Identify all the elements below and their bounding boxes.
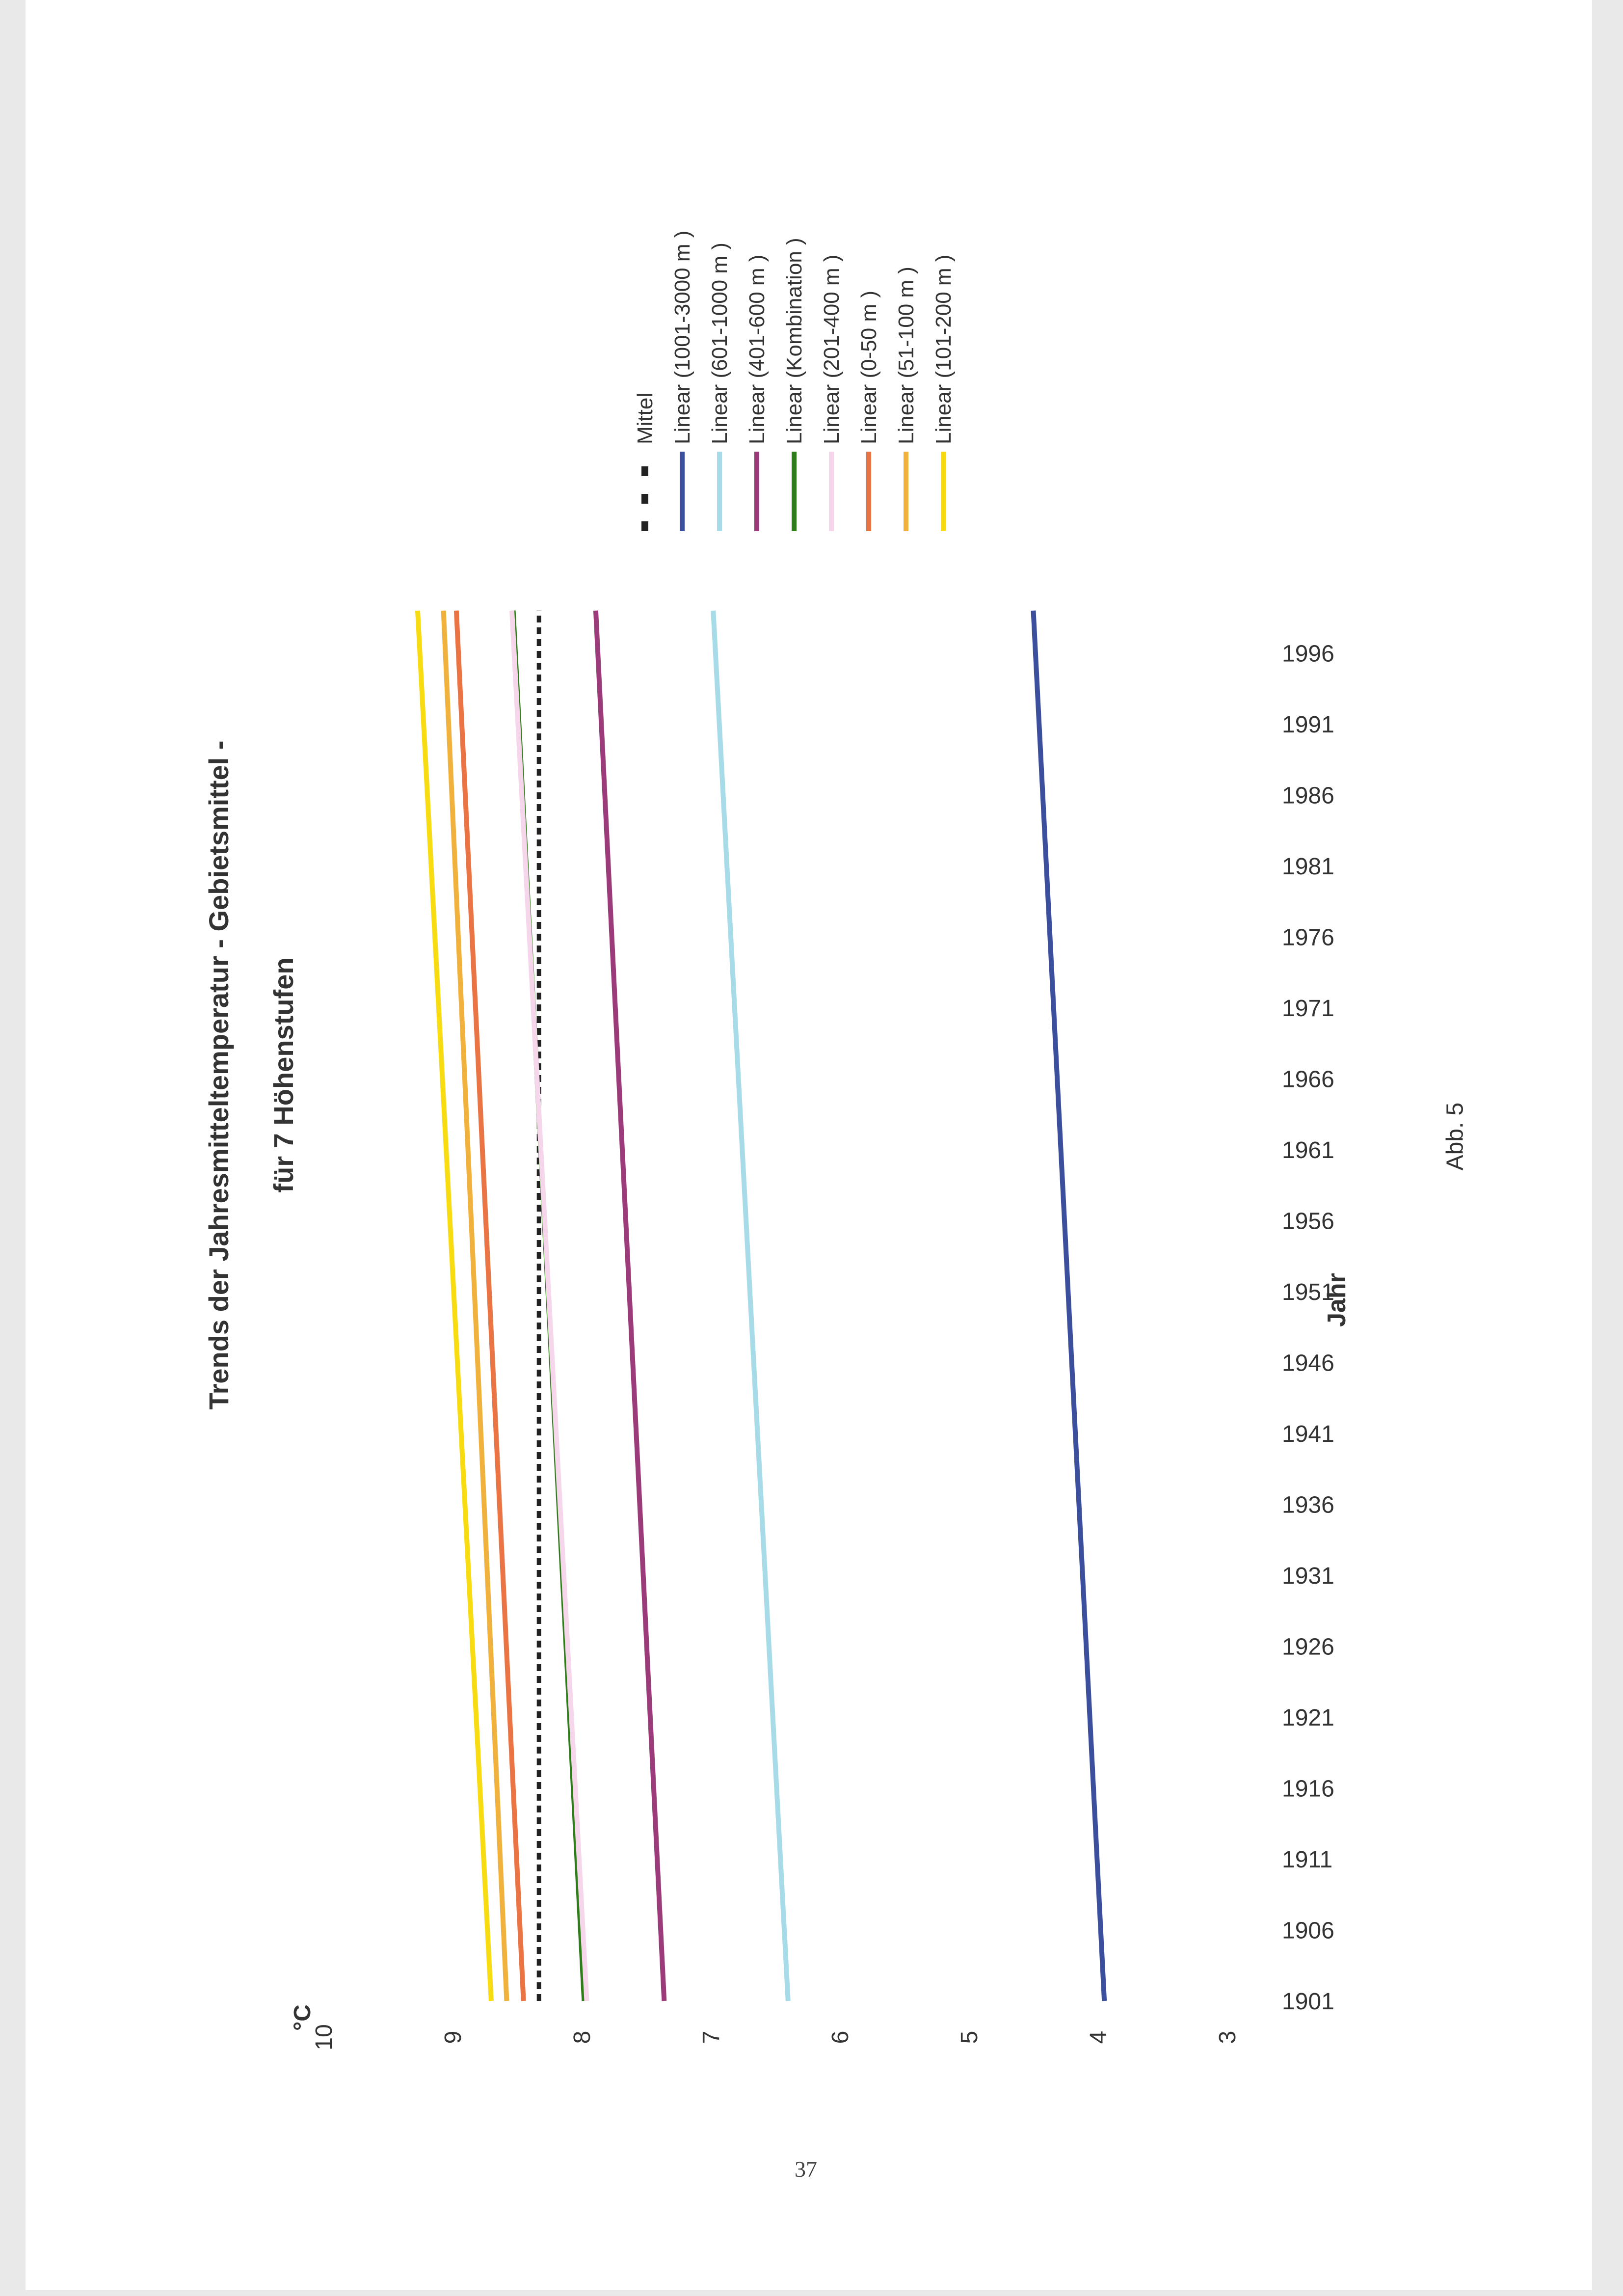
- x-tick-label: 1996: [1282, 641, 1334, 667]
- series-line: [593, 610, 667, 2001]
- y-tick-label: 10: [311, 2024, 337, 2050]
- x-tick-label: 1991: [1282, 712, 1334, 738]
- x-axis-label: Jahr: [1323, 1273, 1351, 1327]
- legend-label: Linear (1001-3000 m ): [670, 231, 694, 444]
- x-tick-label: 1981: [1282, 854, 1334, 880]
- y-tick-label: 5: [957, 2031, 983, 2044]
- x-tick-label: 1941: [1282, 1421, 1334, 1447]
- y-axis-label: °C: [290, 2004, 316, 2031]
- x-tick-label: 1961: [1282, 1137, 1334, 1163]
- x-tick-label: 1956: [1282, 1209, 1334, 1235]
- y-tick-label: 7: [698, 2031, 724, 2044]
- chart-title: Trends der Jahresmitteltemperatur - Gebi…: [203, 740, 234, 1409]
- legend: Mittel Linear (1001-3000 m ) Linear (601-1…: [633, 231, 956, 531]
- series-line: [441, 610, 509, 2001]
- x-tick-label: 1926: [1282, 1634, 1334, 1660]
- x-tick-label: 1986: [1282, 783, 1334, 809]
- x-tick-label: 1921: [1282, 1705, 1334, 1731]
- x-tick-label: 1916: [1282, 1776, 1334, 1802]
- x-tick-label: 1976: [1282, 925, 1334, 951]
- legend-label: Linear (401-600 m ): [745, 255, 769, 444]
- y-axis-ticks: 3 4 5 6 7 8 9 10: [311, 2024, 1241, 2050]
- legend-label: Linear (0-50 m ): [857, 291, 881, 444]
- y-tick-label: 3: [1215, 2031, 1241, 2044]
- document-page: Trends der Jahresmitteltemperatur - Gebi…: [26, 0, 1592, 2290]
- x-tick-label: 1971: [1282, 996, 1334, 1022]
- figure-label: Abb. 5: [1442, 1102, 1468, 1171]
- x-tick-label: 1911: [1282, 1847, 1332, 1873]
- chart-subtitle: für 7 Höhenstufen: [268, 957, 299, 1192]
- legend-label: Linear (51-100 m ): [894, 267, 918, 444]
- legend-label: Linear (601-1000 m ): [708, 243, 732, 444]
- series-lines: [415, 610, 1107, 2001]
- legend-label: Linear (Kombination ): [782, 238, 806, 444]
- series-line: [509, 610, 589, 2001]
- y-tick-label: 6: [827, 2031, 853, 2044]
- legend-label: Mittel: [633, 393, 657, 444]
- legend-label: Linear (201-400 m ): [820, 255, 844, 444]
- series-line: [711, 610, 791, 2001]
- x-tick-label: 1931: [1282, 1563, 1334, 1589]
- page-number: 37: [795, 2157, 817, 2182]
- x-tick-label: 1966: [1282, 1067, 1334, 1093]
- series-line: [1031, 610, 1107, 2001]
- x-tick-label: 1906: [1282, 1918, 1334, 1944]
- x-tick-label: 1936: [1282, 1492, 1334, 1518]
- x-axis-ticks: 1901 1906 1911 1916 1921 1926 1931 1936 1941 1946…: [1282, 641, 1334, 2015]
- series-line: [453, 610, 526, 2001]
- x-tick-label: 1951: [1282, 1279, 1334, 1305]
- y-tick-label: 9: [440, 2031, 466, 2044]
- y-tick-label: 4: [1086, 2031, 1112, 2044]
- legend-label: Linear (101-200 m ): [931, 255, 956, 444]
- temperature-trend-chart: Trends der Jahresmitteltemperatur - Gebi…: [203, 231, 1351, 2051]
- x-tick-label: 1946: [1282, 1351, 1334, 1377]
- series-line: [415, 610, 494, 2001]
- y-tick-label: 8: [569, 2031, 595, 2044]
- x-tick-label: 1901: [1282, 1989, 1334, 2015]
